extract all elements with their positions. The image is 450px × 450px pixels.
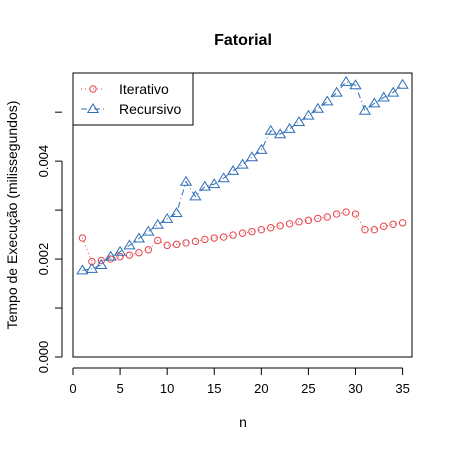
y-tick-label: 0.000	[36, 341, 51, 374]
data-point	[330, 86, 343, 97]
data-point	[332, 210, 341, 218]
data-point	[144, 246, 153, 254]
data-point	[113, 245, 127, 256]
data-point	[248, 227, 256, 236]
data-point	[349, 79, 362, 90]
data-point	[78, 234, 87, 242]
data-point	[229, 231, 237, 239]
data-point	[236, 158, 249, 169]
data-point	[311, 102, 324, 113]
data-point	[368, 97, 381, 108]
data-point	[104, 250, 117, 261]
data-point	[314, 214, 322, 223]
chart-title: Fatorial	[214, 32, 272, 49]
data-point	[339, 75, 353, 86]
y-tick-label: 0.002	[36, 243, 51, 276]
data-point	[245, 151, 259, 162]
data-point	[217, 172, 230, 183]
y-tick-label: 0.004	[36, 145, 51, 178]
legend-label: Recursivo	[119, 101, 181, 117]
legend-item-iterativo: Iterativo	[81, 81, 169, 97]
data-point	[264, 124, 277, 135]
legend: Iterativo Recursivo	[72, 72, 194, 126]
data-point	[125, 251, 134, 259]
data-point	[154, 236, 162, 245]
data-point	[377, 91, 390, 102]
data-point	[172, 240, 181, 249]
x-tick-label: 20	[254, 381, 268, 396]
data-point	[201, 235, 209, 244]
legend-item-recursivo: Recursivo	[81, 101, 181, 117]
data-point	[323, 213, 331, 221]
data-point	[361, 225, 369, 234]
data-point	[255, 143, 268, 154]
data-point	[380, 222, 388, 230]
data-point	[89, 85, 97, 93]
x-tick-label: 35	[395, 381, 409, 396]
data-point	[276, 222, 284, 230]
data-point	[189, 190, 202, 201]
data-point	[76, 264, 89, 275]
data-point	[170, 207, 183, 218]
data-point	[86, 103, 100, 113]
series-layer	[76, 75, 409, 275]
x-axis-label: n	[239, 414, 247, 430]
data-point	[302, 109, 315, 120]
data-point	[163, 241, 171, 250]
x-tick-label: 5	[116, 381, 123, 396]
data-point	[358, 104, 372, 115]
data-point	[238, 229, 247, 237]
data-point	[179, 175, 193, 186]
data-point	[351, 210, 360, 218]
legend-label: Iterativo	[119, 81, 169, 97]
legend-box	[72, 72, 194, 126]
data-point	[396, 78, 409, 89]
x-tick-label: 10	[160, 381, 174, 396]
data-point	[285, 220, 294, 228]
data-point	[226, 164, 240, 175]
x-tick-label: 0	[69, 381, 76, 396]
data-point	[389, 220, 397, 229]
data-point	[95, 258, 108, 269]
data-point	[295, 218, 303, 226]
plot-frame	[72, 72, 413, 358]
data-point	[292, 116, 306, 126]
data-point	[321, 95, 334, 106]
data-point	[85, 262, 98, 273]
x-tick-label: 25	[301, 381, 315, 396]
y-axis-label: Tempo de Execução (milissegundos)	[4, 101, 20, 330]
data-point	[342, 208, 350, 216]
data-point	[97, 256, 105, 265]
series-iterativo	[78, 208, 407, 266]
data-point	[123, 239, 136, 250]
data-point	[370, 225, 379, 234]
data-point	[267, 224, 275, 232]
data-point	[132, 232, 146, 243]
data-point	[151, 218, 164, 229]
data-point	[142, 225, 155, 236]
data-point	[304, 216, 313, 225]
data-point	[161, 212, 174, 223]
data-point	[116, 252, 124, 261]
data-point	[219, 233, 228, 241]
data-point	[135, 249, 143, 257]
data-point	[210, 234, 218, 242]
data-point	[257, 225, 266, 234]
data-point	[398, 219, 407, 227]
x-tick-label: 15	[207, 381, 221, 396]
data-point	[182, 239, 190, 247]
axes: 0 5 10 15 20 25 30 35 0.000 0.002 0.004	[36, 111, 410, 396]
data-point	[198, 180, 211, 191]
series-recursivo	[76, 75, 409, 275]
data-point	[274, 128, 287, 139]
data-point	[283, 122, 296, 133]
data-point	[387, 86, 400, 97]
x-tick-label: 30	[348, 381, 362, 396]
data-point	[191, 237, 200, 246]
data-point	[208, 178, 221, 189]
